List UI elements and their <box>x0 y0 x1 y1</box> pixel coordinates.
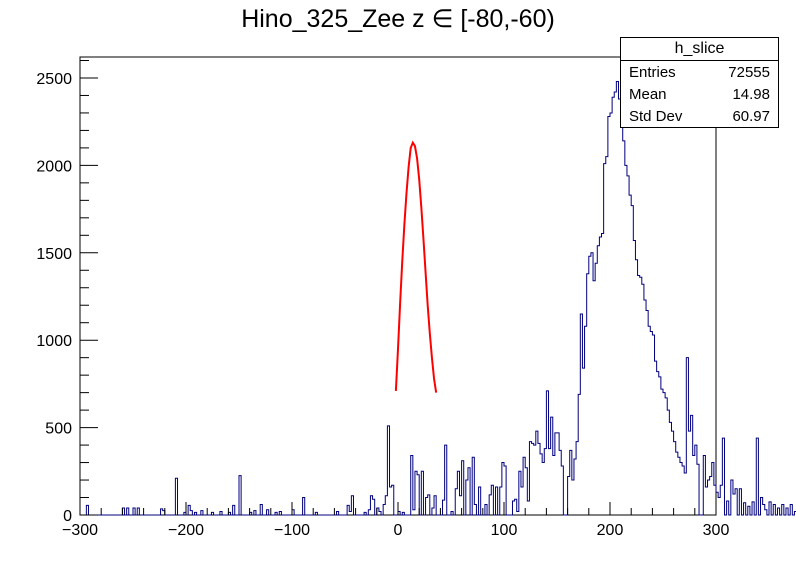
y-tick-label: 2500 <box>36 71 72 88</box>
stats-label: Mean <box>629 86 667 103</box>
x-tick-label: 300 <box>703 522 730 539</box>
histogram-layer <box>80 80 796 516</box>
fit-curve <box>394 140 438 393</box>
stats-row-mean: Mean 14.98 <box>621 83 778 105</box>
y-tick-label: 1500 <box>36 246 72 263</box>
stats-row-stddev: Std Dev 60.97 <box>621 105 778 127</box>
y-tick-label: 500 <box>45 421 72 438</box>
stats-value: 72555 <box>728 64 770 81</box>
x-tick-label: −200 <box>168 522 204 539</box>
y-tick-label: 0 <box>63 508 72 525</box>
y-tick-label: 1000 <box>36 333 72 350</box>
stats-row-entries: Entries 72555 <box>621 61 778 83</box>
y-tick-label: 2000 <box>36 158 72 175</box>
fit-layer <box>394 140 438 393</box>
x-tick-label: −100 <box>274 522 310 539</box>
x-tick-label: 200 <box>597 522 624 539</box>
stats-header: h_slice <box>621 38 778 61</box>
x-tick-label: 0 <box>394 522 403 539</box>
histogram-series <box>80 80 796 516</box>
stats-label: Std Dev <box>629 108 683 125</box>
stats-value: 60.97 <box>732 108 770 125</box>
stats-value: 14.98 <box>732 86 770 103</box>
stats-box: h_slice Entries 72555 Mean 14.98 Std Dev… <box>620 37 779 128</box>
x-tick-label: 100 <box>491 522 518 539</box>
axes: −300 −200 −100 0 100 200 300 0 500 1000 1500 2000 25… <box>36 59 730 539</box>
stats-label: Entries <box>629 64 676 81</box>
chart-title: Hino_325_Zee z ∈ [-80,-60) <box>241 5 555 33</box>
x-tick-label: −300 <box>62 522 98 539</box>
